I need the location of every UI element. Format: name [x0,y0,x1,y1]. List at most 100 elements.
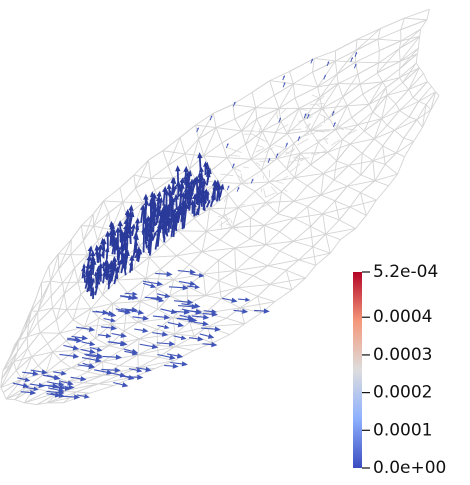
mesh-edge [265,240,294,246]
mesh-edge [232,91,253,105]
mesh-edge [13,361,17,371]
mesh-edge [269,133,288,148]
mesh-edge [52,351,62,362]
mesh-edge [205,295,222,300]
arrow-shaft [156,342,172,345]
arrow-shaft [124,221,128,241]
mesh-edge [261,139,267,143]
mesh-edge [256,175,259,177]
mesh-edge [285,148,295,156]
mesh-edge [62,267,75,284]
arrow-shaft [132,237,138,258]
mesh-edge [347,185,361,193]
mesh-edge [355,28,381,51]
arrow-head [96,354,103,360]
mesh-edge [82,240,88,255]
mesh-edge [344,128,355,131]
mesh-edge [245,118,258,145]
mesh-edge [354,50,357,63]
arrow-head [120,332,127,339]
arrow-head [88,326,96,332]
mesh-edge [333,124,344,131]
mesh-edge [293,233,326,242]
mesh-edge [298,259,316,266]
arrow-head [189,280,197,287]
mesh-edge [119,354,139,367]
mesh-edge [93,212,109,227]
mesh-edge [374,164,386,181]
mesh-edge [135,187,144,203]
mesh-edge [285,270,293,290]
arrow-head [74,336,80,342]
mesh-edge [227,157,252,160]
mesh-edge [240,307,262,314]
mesh-edge [412,97,420,102]
arrow-head [166,183,172,190]
mesh-edge [189,251,203,265]
mesh-edge [251,158,278,160]
mesh-edge [93,200,104,227]
arrow-head [112,234,117,239]
arrow-shaft [76,326,92,331]
mesh-edge [133,368,156,378]
mesh-edge [277,191,283,214]
mesh-edge [355,50,380,63]
mesh-edge [281,177,295,192]
mesh-edge [355,38,379,51]
mesh-edge [394,119,418,131]
mesh-edge [320,179,335,196]
arrow-head [29,389,37,396]
mesh-edge [381,110,400,120]
arrow-shaft [143,280,160,285]
mesh-edge [294,164,311,178]
mesh-edge [315,252,331,266]
arrow-head [233,101,236,104]
mesh-edge [112,300,141,304]
arrow-head [87,269,92,274]
mesh-edge [368,104,374,113]
mesh-edge [63,267,76,294]
mesh-edge [229,323,245,335]
mesh-edge [251,80,271,93]
mesh-edge [395,89,410,105]
mesh-edge [206,208,211,232]
mesh-edge [80,225,84,241]
mesh-edge [342,73,359,98]
arrow-head [354,63,357,66]
mesh-edge [119,365,139,369]
mesh-edge [111,312,127,325]
arrow-head [151,192,158,199]
mesh-edge [348,160,374,166]
mesh-edge [284,189,288,193]
mesh-edge [154,177,174,191]
arrow-head [191,317,198,323]
arrow-head [279,117,281,120]
arrow-shaft [181,194,185,213]
mesh-edge [285,259,300,271]
mesh-edge [425,104,432,111]
mesh-edge [351,104,370,118]
mesh-edge [346,105,353,118]
arrow-head [89,263,94,269]
mesh-edge [280,108,287,115]
mesh-edge [0,361,15,388]
arrow-head [86,254,92,262]
mesh-edge [172,317,176,334]
mesh-edge [95,338,110,347]
mesh-edge [24,391,61,404]
mesh-edge [137,321,158,330]
mesh-edge [37,322,41,333]
mesh-edge [90,302,113,309]
arrow-head [119,372,127,378]
arrow-head [191,303,198,310]
mesh-edge [249,244,267,258]
mesh-edge [310,117,330,131]
mesh-edge [189,138,199,170]
mesh-edge [58,239,72,254]
arrow-shaft [168,286,186,289]
mesh-edge [355,39,358,51]
mesh-edge [227,183,242,195]
mesh-edge [93,225,99,241]
mesh-edge [320,113,330,120]
